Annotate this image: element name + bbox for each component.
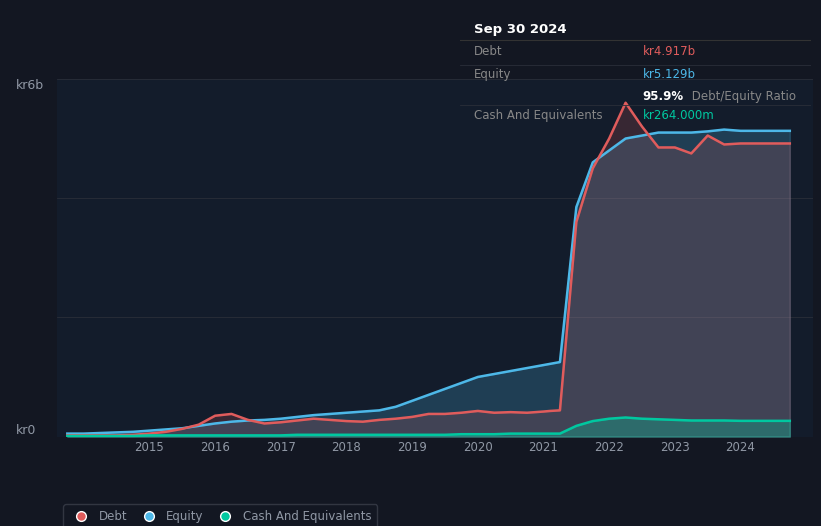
Text: kr0: kr0	[16, 423, 36, 437]
Text: kr5.129b: kr5.129b	[643, 68, 695, 82]
Text: kr6b: kr6b	[16, 79, 44, 92]
Text: Cash And Equivalents: Cash And Equivalents	[474, 109, 603, 122]
Text: 95.9%: 95.9%	[643, 90, 684, 103]
Text: Equity: Equity	[474, 68, 511, 82]
Legend: Debt, Equity, Cash And Equivalents: Debt, Equity, Cash And Equivalents	[63, 504, 378, 526]
Text: Sep 30 2024: Sep 30 2024	[474, 23, 566, 36]
Text: kr264.000m: kr264.000m	[643, 109, 714, 122]
Text: Debt: Debt	[474, 45, 502, 58]
Text: Debt/Equity Ratio: Debt/Equity Ratio	[688, 90, 796, 103]
Text: kr4.917b: kr4.917b	[643, 45, 695, 58]
